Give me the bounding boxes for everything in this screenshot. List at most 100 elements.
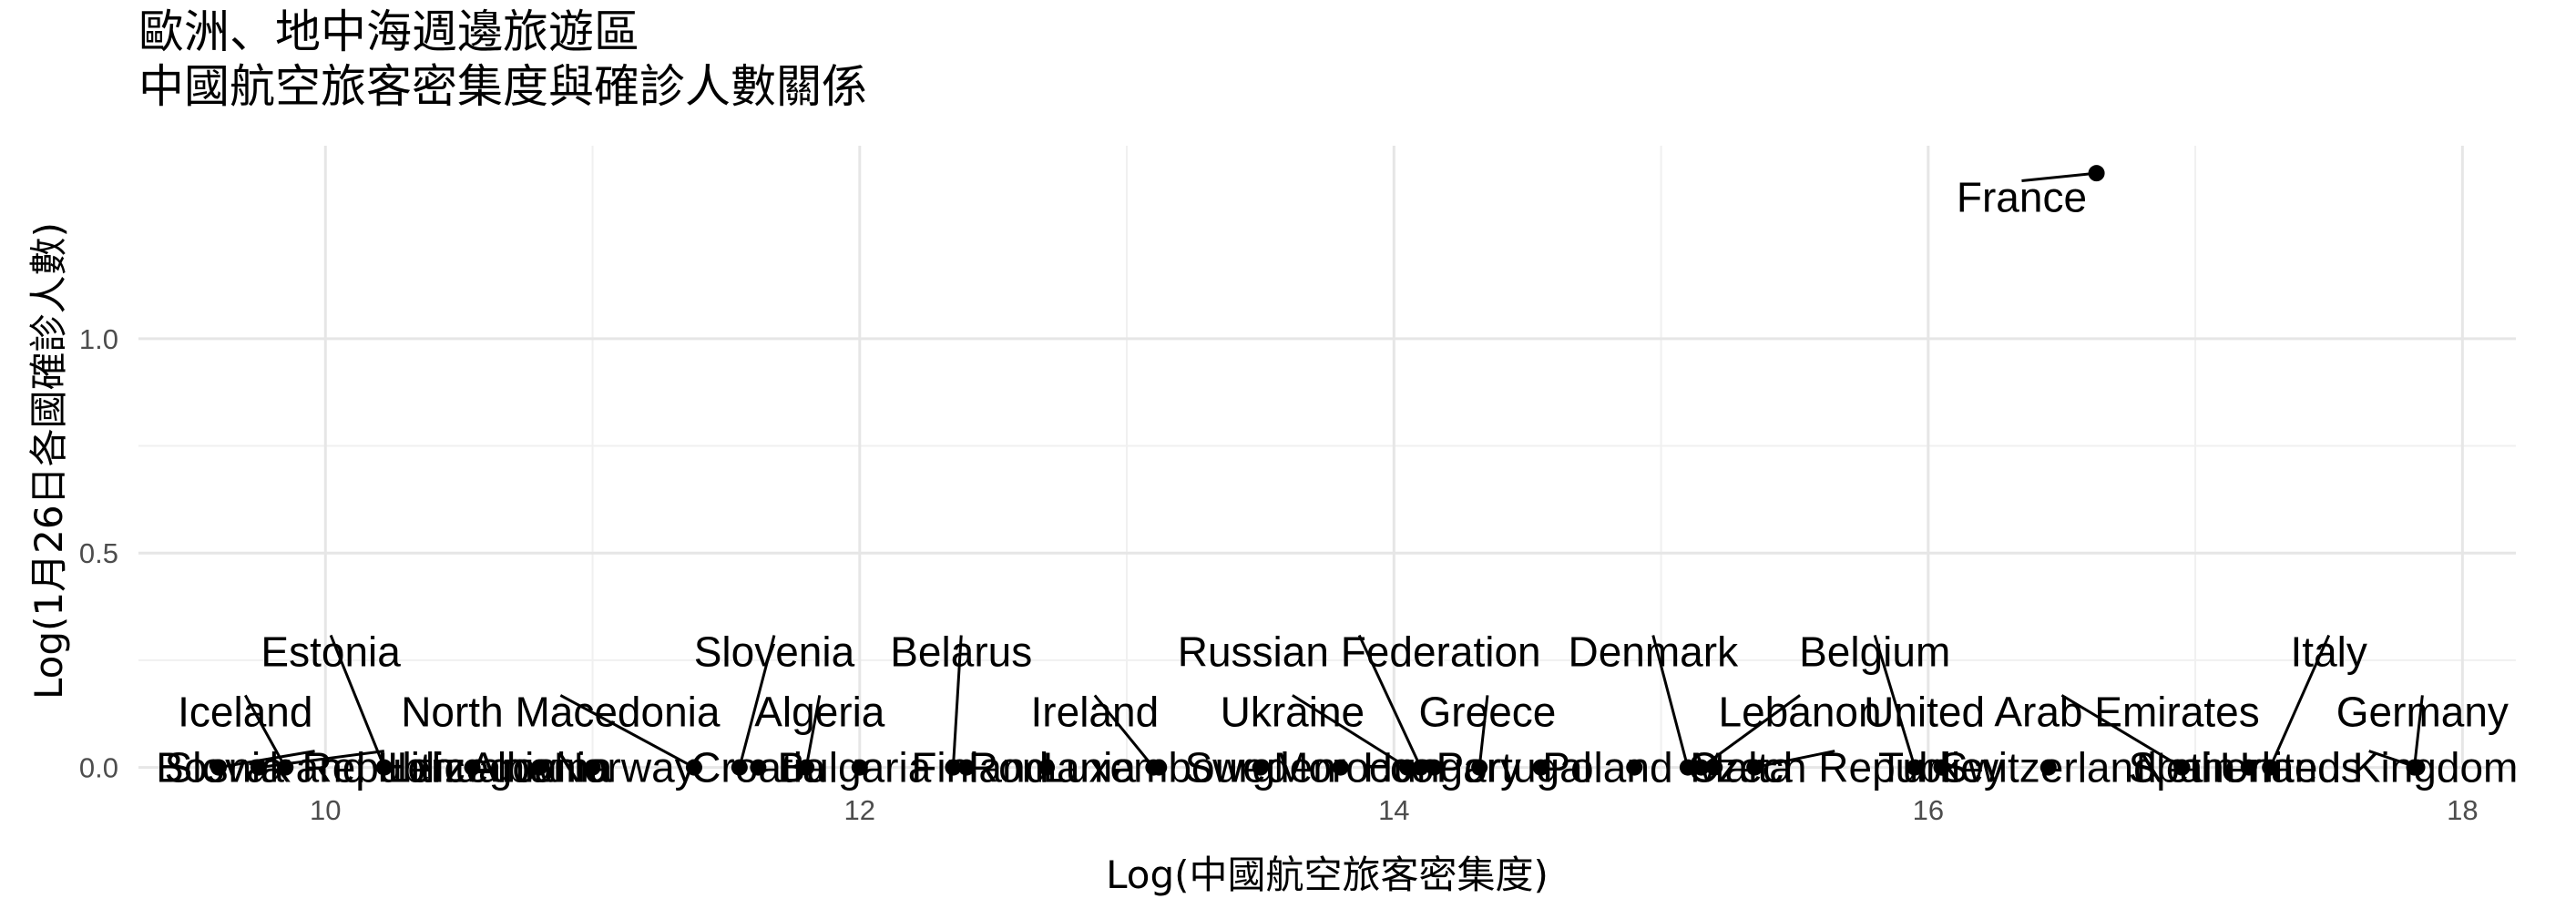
data-point (277, 759, 294, 776)
label-connector (2021, 171, 2097, 182)
point-label: North Macedonia (401, 688, 721, 735)
point-label: Finland (911, 744, 1048, 791)
label-connector (1753, 750, 1835, 770)
grid-lines (138, 146, 2516, 776)
point-label: Romania (968, 744, 1137, 791)
point-label: Norway (554, 744, 696, 791)
data-point (584, 759, 601, 776)
point-label: Sweden (1185, 744, 1336, 791)
data-points (210, 165, 2426, 776)
point-label: Algeria (754, 688, 885, 735)
point-label: United Arab Emirates (1864, 688, 2260, 735)
data-point (1692, 759, 1710, 776)
label-connector (951, 635, 963, 768)
point-label: Ireland (1031, 688, 1160, 735)
label-connector (559, 694, 695, 769)
data-point (2039, 759, 2057, 776)
point-label: Croatia (690, 744, 826, 791)
data-point (851, 759, 868, 776)
label-connector (2268, 634, 2331, 769)
point-label: Bulgaria (778, 744, 932, 791)
point-label: Lithuania (387, 744, 557, 791)
axis-ticks: 10 12 14 16 18 0.0 0.5 1.0 (79, 323, 2479, 826)
y-tick-label: 0.0 (79, 752, 118, 784)
x-tick-label: 16 (1913, 794, 1944, 826)
y-tick-label: 0.5 (79, 537, 118, 569)
point-label: Poland (1542, 744, 1672, 791)
point-label: Germany (2336, 688, 2509, 735)
point-label: Bosnia and Herzegovina (156, 744, 613, 791)
point-label: Netherlands (2136, 744, 2362, 791)
chart-title: 歐洲、地中海週邊旅遊區 (138, 5, 639, 58)
y-tick-label: 1.0 (79, 323, 118, 355)
point-label: Belgium (1799, 628, 1950, 675)
data-point (1746, 759, 1763, 776)
x-tick-label: 14 (1378, 794, 1409, 826)
data-point (464, 759, 481, 776)
data-point (945, 759, 962, 776)
data-point (731, 759, 748, 776)
label-connector (2060, 694, 2183, 769)
label-connector (218, 750, 315, 770)
label-connector (2413, 695, 2424, 768)
point-label: Turkey (1878, 744, 2005, 791)
x-axis-title: Log(中國航空旅客密集度) (1106, 853, 1549, 897)
point-label: Spain (2129, 744, 2236, 791)
label-connector (1651, 635, 1690, 768)
point-label: Slovak Republic (165, 744, 465, 791)
data-point (1626, 759, 1643, 776)
x-tick-label: 10 (310, 794, 341, 826)
point-label: Greece (1419, 688, 1557, 735)
label-connector (1292, 694, 1408, 769)
data-point (1332, 759, 1349, 776)
y-axis-title: Log(1月26日各國確診人數) (26, 222, 71, 699)
data-point (1906, 759, 1924, 776)
data-point (958, 759, 976, 776)
data-point (2088, 165, 2105, 182)
point-label: Czech Republic (1688, 744, 1981, 791)
point-label: Luxembourg (1042, 744, 1275, 791)
label-connector (1093, 694, 1155, 769)
point-label: Portugal (1436, 744, 1592, 791)
point-label: Denmark (1568, 628, 1739, 675)
point-label: Morocco (1273, 744, 1434, 791)
data-point (1706, 759, 1723, 776)
point-label: Italy (2291, 628, 2367, 675)
label-connector (1700, 694, 1801, 769)
data-point (1426, 759, 1443, 776)
data-point (375, 759, 393, 776)
chart-subtitle: 中國航空旅客密集度與確診人數關係 (138, 60, 867, 113)
data-point (1150, 759, 1168, 776)
data-point (1038, 759, 1056, 776)
data-point (1679, 759, 1696, 776)
point-label: Switzerland (1940, 744, 2157, 791)
data-point (2408, 759, 2426, 776)
point-label: Albania (469, 744, 609, 791)
label-connector (1357, 634, 1423, 769)
data-point (1398, 759, 1416, 776)
point-label: Belarus (890, 628, 1032, 675)
point-label: Ukraine (1221, 688, 1365, 735)
point-label: Malta (1690, 744, 1793, 791)
label-connector (738, 635, 776, 768)
label-connector (1477, 695, 1489, 768)
label-connectors (218, 171, 2424, 770)
data-point (1252, 759, 1269, 776)
data-point (2262, 759, 2279, 776)
point-label: Hungary (1363, 744, 1521, 791)
data-point (1471, 759, 1488, 776)
label-connector (804, 695, 822, 768)
x-tick-label: 18 (2447, 794, 2478, 826)
point-label: United Kingdom (2220, 744, 2518, 791)
data-point (798, 759, 815, 776)
point-label: Lebanon (1719, 688, 1882, 735)
label-connector (1873, 635, 1917, 769)
data-point (750, 759, 767, 776)
label-connector (243, 694, 287, 769)
data-point (250, 759, 267, 776)
point-label: Slovenia (694, 628, 855, 675)
point-label: Estonia (261, 628, 401, 675)
data-point (685, 759, 702, 776)
data-point (1412, 759, 1429, 776)
